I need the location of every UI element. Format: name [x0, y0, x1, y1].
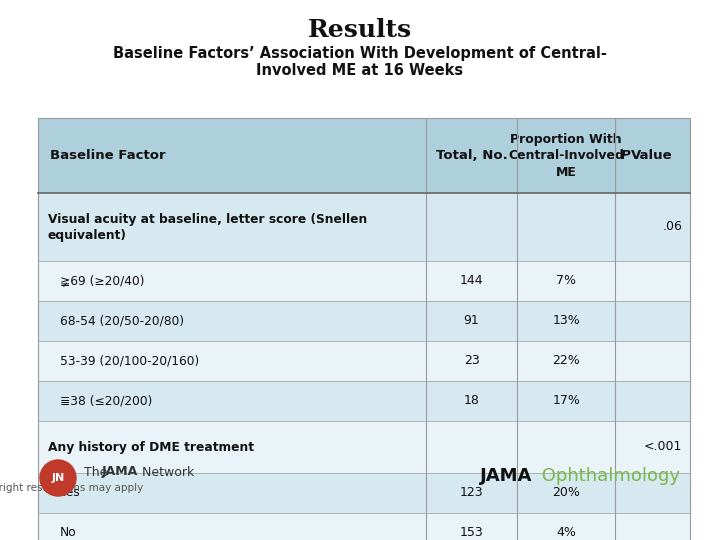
Text: Proportion With
Central-Involved
ME: Proportion With Central-Involved ME	[508, 132, 624, 179]
Text: Network: Network	[138, 465, 194, 478]
Circle shape	[40, 460, 76, 496]
Bar	[38, 473, 690, 513]
Text: 68-54 (20/50-20/80): 68-54 (20/50-20/80)	[60, 314, 184, 327]
Text: 23: 23	[464, 354, 480, 368]
Bar	[38, 301, 690, 341]
Text: 7%: 7%	[556, 274, 576, 287]
Text: The: The	[84, 465, 112, 478]
Text: Involved ME at 16 Weeks: Involved ME at 16 Weeks	[256, 63, 464, 78]
Bar	[38, 341, 690, 381]
Text: .06: .06	[662, 220, 682, 233]
Text: Results: Results	[308, 18, 412, 42]
Text: 144: 144	[460, 274, 483, 287]
Text: 18: 18	[464, 395, 480, 408]
Text: 53-39 (20/100-20/160): 53-39 (20/100-20/160)	[60, 354, 199, 368]
Text: Baseline Factors’ Association With Development of Central-: Baseline Factors’ Association With Devel…	[113, 46, 607, 61]
Text: <.001: <.001	[644, 441, 682, 454]
Text: 22%: 22%	[552, 354, 580, 368]
Bar	[38, 513, 690, 540]
Text: 153: 153	[459, 526, 483, 539]
Bar	[38, 193, 690, 261]
Text: Yes: Yes	[60, 487, 80, 500]
Text: ≩69 (≥20/40): ≩69 (≥20/40)	[60, 274, 145, 287]
Text: 123: 123	[460, 487, 483, 500]
Bar	[38, 118, 690, 540]
Text: P: P	[621, 149, 631, 162]
Text: ≣38 (≤20/200): ≣38 (≤20/200)	[60, 395, 153, 408]
Text: JAMA: JAMA	[102, 465, 138, 478]
Text: 20%: 20%	[552, 487, 580, 500]
Bar	[38, 381, 690, 421]
Bar	[38, 118, 690, 193]
Text: JAMA: JAMA	[480, 467, 532, 485]
Text: Visual acuity at baseline, letter score (Snellen
equivalent): Visual acuity at baseline, letter score …	[48, 213, 367, 241]
Text: 13%: 13%	[552, 314, 580, 327]
Text: Ophthalmology: Ophthalmology	[536, 467, 680, 485]
Text: 17%: 17%	[552, 395, 580, 408]
Text: Any history of DME treatment: Any history of DME treatment	[48, 441, 254, 454]
Text: Baseline Factor: Baseline Factor	[50, 149, 166, 162]
Text: No: No	[60, 526, 77, 539]
Text: Value: Value	[631, 149, 672, 162]
Text: JN: JN	[51, 473, 65, 483]
Text: 91: 91	[464, 314, 480, 327]
Bar	[38, 261, 690, 301]
Text: 4%: 4%	[556, 526, 576, 539]
Text: Copyright restrictions may apply: Copyright restrictions may apply	[0, 483, 143, 493]
Text: Total, No.: Total, No.	[436, 149, 508, 162]
Bar	[38, 421, 690, 473]
